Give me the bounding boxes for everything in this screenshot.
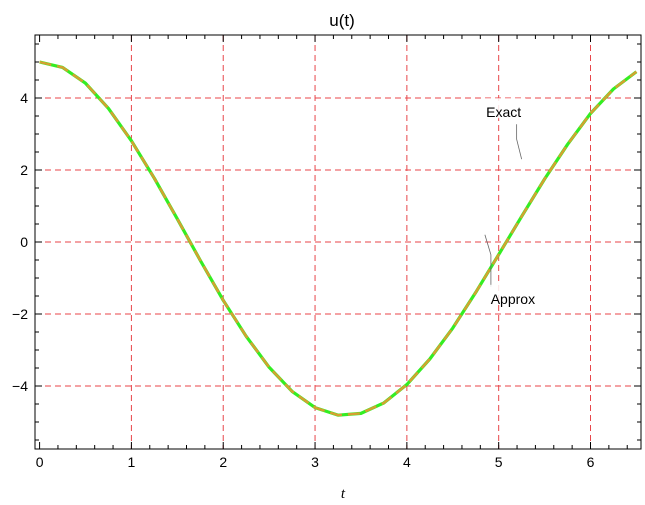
grid-lines	[35, 35, 641, 449]
annotations: Exact Approx	[481, 98, 541, 307]
x-tick-label: 2	[219, 454, 227, 470]
x-tick-label: 5	[495, 454, 503, 470]
y-tick-label: 0	[20, 234, 28, 250]
y-tick-label: −2	[12, 306, 28, 322]
approx-callout-line	[484, 234, 492, 287]
chart-title: u(t)	[329, 11, 355, 30]
annotation-approx: Approx	[491, 291, 535, 307]
series-line-approx	[39, 60, 638, 417]
series-lines	[39, 60, 638, 417]
y-tick-label: 4	[20, 90, 28, 106]
exact-callout-line	[516, 124, 523, 160]
x-tick-label: 1	[128, 454, 136, 470]
x-tick-label: 4	[403, 454, 411, 470]
axis-ticks: 0 1 2 3 4 5 6 −4 −2 0 2 4	[12, 35, 641, 470]
x-tick-label: 6	[587, 454, 595, 470]
exact-label-bg	[481, 98, 526, 119]
y-tick-label: −4	[12, 378, 28, 394]
approx-label-bg	[484, 284, 541, 305]
y-tick-label: 2	[20, 162, 28, 178]
x-axis-label: t	[341, 486, 346, 502]
x-tick-label: 3	[311, 454, 319, 470]
x-tick-label: 0	[36, 454, 44, 470]
annotation-exact: Exact	[486, 104, 521, 120]
series-line-exact	[39, 60, 638, 417]
